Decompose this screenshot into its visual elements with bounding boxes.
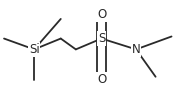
Text: S: S <box>98 32 105 45</box>
Text: O: O <box>97 73 106 86</box>
Text: Si: Si <box>29 43 40 56</box>
Text: N: N <box>132 43 140 56</box>
Text: O: O <box>97 8 106 21</box>
